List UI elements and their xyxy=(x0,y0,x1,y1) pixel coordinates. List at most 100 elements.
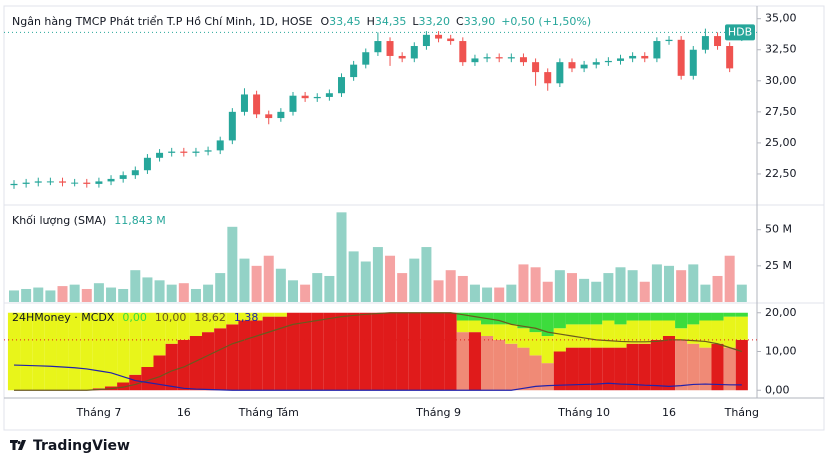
candle-body xyxy=(313,96,321,99)
ohlc-value: 34,35 xyxy=(375,15,407,28)
mcdx-green-bar xyxy=(711,312,724,321)
mcdx-yellow-bar xyxy=(104,312,118,387)
ohlc-value: 33,45 xyxy=(329,15,361,28)
mcdx-yellow-bar xyxy=(226,312,239,325)
volume-bar xyxy=(118,288,129,302)
candle-body xyxy=(604,60,612,63)
candle-body xyxy=(398,55,406,59)
candle-body xyxy=(216,140,224,151)
candle-body xyxy=(447,38,455,42)
candle-body xyxy=(617,58,624,61)
volume-bar xyxy=(409,258,420,302)
mcdx-yellow-bar xyxy=(117,312,130,383)
volume-bar xyxy=(239,258,250,302)
volume-bar xyxy=(348,251,359,302)
candle-body xyxy=(143,157,151,171)
candle-body xyxy=(714,36,722,47)
candle-body xyxy=(435,34,443,39)
mcdx-green-bar xyxy=(565,312,579,325)
candle-body xyxy=(34,181,42,183)
mcdx-title: 24HMoney · MCDX xyxy=(12,311,115,324)
volume-bar xyxy=(700,284,711,302)
mcdx-red-bar xyxy=(347,312,360,391)
candle-body xyxy=(641,55,649,59)
mcdx-yellow-bar xyxy=(141,312,154,367)
volume-bar xyxy=(421,247,432,302)
mcdx-red-bar xyxy=(226,324,239,391)
mcdx-yellow-bar xyxy=(165,312,178,344)
candle-body xyxy=(386,41,394,56)
mcdx-yellow-bar xyxy=(699,320,712,348)
volume-bar xyxy=(494,287,505,302)
mcdx-red-bar xyxy=(723,347,736,391)
candle-body xyxy=(374,41,382,53)
mcdx-red-bar xyxy=(650,339,663,391)
volume-bar xyxy=(397,273,408,302)
candle-body xyxy=(240,94,248,112)
mcdx-green-bar xyxy=(602,312,615,321)
mcdx-legend-value: 1,38 xyxy=(234,311,259,324)
mcdx-yellow-bar xyxy=(529,332,542,356)
mcdx-yellow-bar xyxy=(602,320,615,348)
volume-bar xyxy=(639,281,650,302)
candle-body xyxy=(689,49,697,76)
mcdx-red-bar xyxy=(675,339,688,391)
mcdx-red-bar xyxy=(662,336,676,391)
volume-bar xyxy=(530,267,541,302)
volume-bar xyxy=(518,264,529,302)
mcdx-red-bar xyxy=(432,312,445,391)
candle-body xyxy=(325,93,333,97)
y-tick-label: 30,00 xyxy=(765,74,797,87)
volume-bar xyxy=(651,264,662,302)
mcdx-yellow-bar xyxy=(662,320,676,336)
mcdx-yellow-bar xyxy=(92,312,105,389)
mcdx-red-bar xyxy=(517,347,530,391)
mcdx-green-bar xyxy=(687,312,700,325)
candle-body xyxy=(726,46,734,69)
candle-body xyxy=(519,57,527,63)
volume-bar xyxy=(603,273,614,302)
candle-body xyxy=(95,181,103,184)
candle-body xyxy=(677,39,685,76)
y-tick-label: 27,50 xyxy=(765,105,797,118)
mcdx-red-bar xyxy=(396,312,409,391)
candle-body xyxy=(83,182,91,184)
mcdx-yellow-bar xyxy=(238,312,251,321)
mcdx-green-bar xyxy=(456,312,469,321)
mcdx-yellow-bar xyxy=(129,312,142,375)
candle-body xyxy=(701,36,709,50)
mcdx-yellow-bar xyxy=(202,312,215,333)
volume-bar xyxy=(227,226,238,302)
volume-bar xyxy=(627,270,638,302)
volume-bar xyxy=(81,288,92,302)
volume-bar xyxy=(93,283,104,302)
candle-body xyxy=(107,178,115,182)
volume-bar xyxy=(664,265,675,302)
symbol-tag-box xyxy=(725,24,755,41)
volume-bar xyxy=(469,284,480,302)
volume-bar xyxy=(688,264,699,302)
symbol-name: Ngân hàng TMCP Phát triển T.P Hồ Chí Min… xyxy=(12,15,312,28)
mcdx-red-bar xyxy=(578,347,591,391)
y-tick-label: 22,50 xyxy=(765,167,797,180)
candle-body xyxy=(532,62,540,73)
x-tick-label: Tháng 10 xyxy=(557,406,610,419)
mcdx-green-bar xyxy=(662,312,676,321)
volume-bar xyxy=(57,286,68,302)
mcdx-red-bar xyxy=(129,374,142,391)
candle-body xyxy=(592,62,600,65)
volume-bar xyxy=(579,278,590,302)
volume-bar xyxy=(433,280,444,302)
mcdx-red-bar xyxy=(117,382,130,391)
mcdx-yellow-bar xyxy=(274,312,287,317)
volume-bar xyxy=(166,284,177,302)
mcdx-yellow-bar xyxy=(20,312,33,391)
mcdx-red-bar xyxy=(214,328,227,391)
volume-bar xyxy=(506,284,517,302)
x-tick-label: 16 xyxy=(662,406,676,419)
y-tick-label: 25,00 xyxy=(765,136,797,149)
price-change: +0,50 (+1,50%) xyxy=(501,15,591,28)
mcdx-yellow-bar xyxy=(493,324,506,340)
candle-body xyxy=(228,111,236,141)
volume-bar xyxy=(287,280,298,302)
